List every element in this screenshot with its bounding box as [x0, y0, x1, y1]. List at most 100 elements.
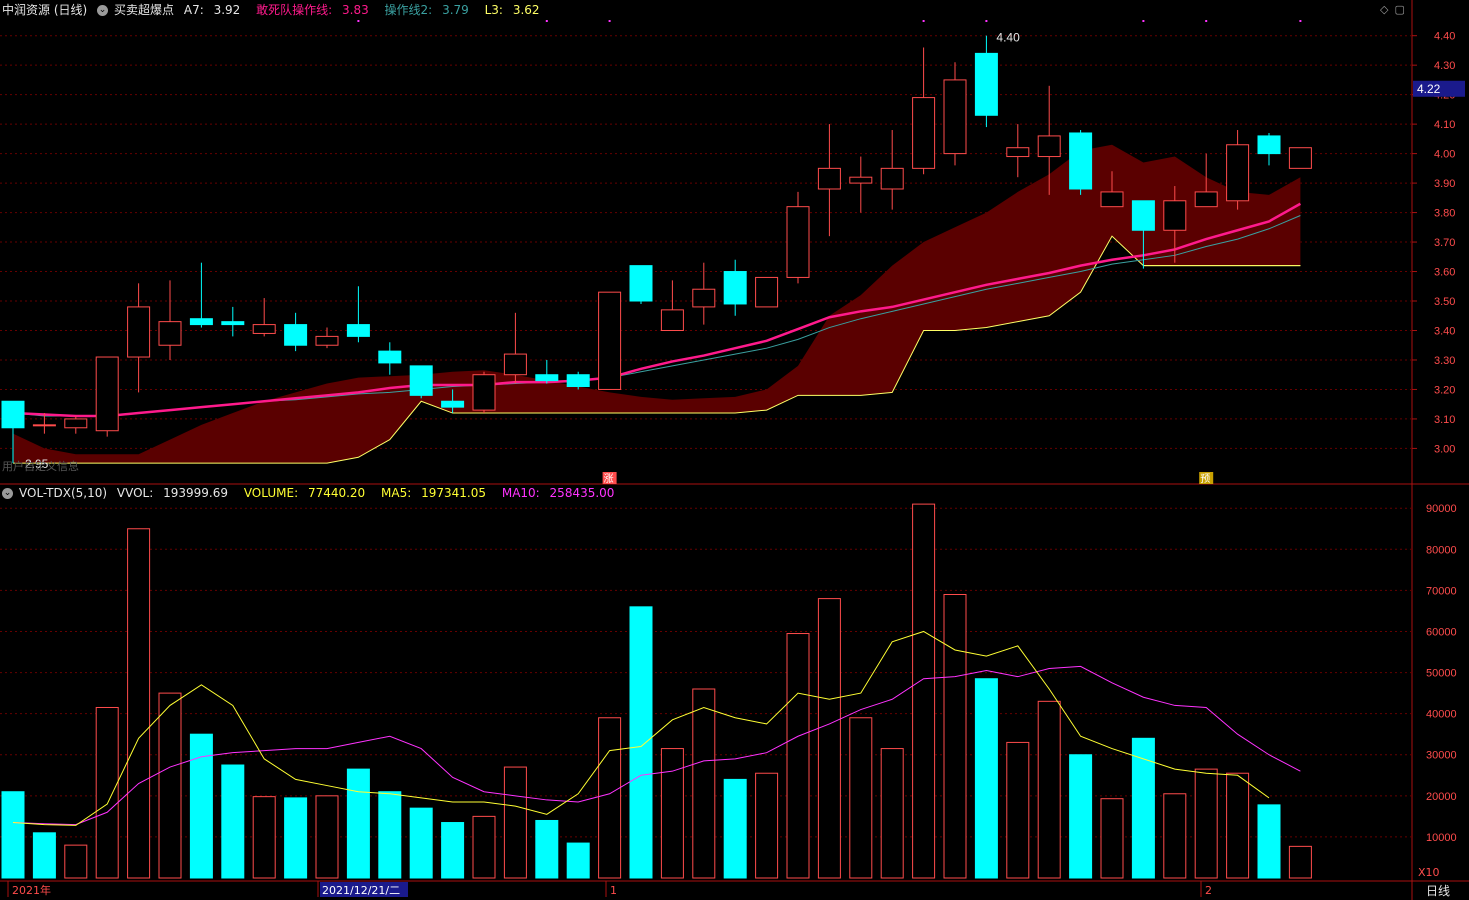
diamond-icon[interactable]: ◇ — [1380, 3, 1389, 16]
volume-bar — [1, 791, 25, 879]
price-tick-label: 3.00 — [1434, 443, 1455, 455]
candle-body — [1288, 147, 1312, 169]
l3-readout: L3: 3.62 — [485, 3, 546, 17]
volume-bar — [127, 528, 151, 879]
volume-indicator-name[interactable]: VOL-TDX(5,10) — [19, 486, 108, 500]
a7-value: 3.92 — [213, 3, 241, 17]
x-axis-label: 2 — [1205, 884, 1212, 897]
restore-icon[interactable]: ▢ — [1394, 3, 1405, 16]
candle-body — [598, 291, 622, 390]
ma10-label: MA10: — [501, 486, 540, 500]
volume-bar — [943, 594, 967, 879]
indicator-name[interactable]: 买卖超爆点 — [114, 3, 175, 17]
volume-bar — [346, 768, 370, 879]
signal-dot — [545, 20, 548, 22]
period-label[interactable]: 日线 — [1426, 884, 1451, 898]
candle-body — [566, 374, 590, 388]
price-tick-label: 3.90 — [1434, 178, 1455, 190]
l3-label: L3: — [484, 3, 503, 17]
candle-body — [1194, 191, 1218, 208]
volume-bar — [912, 503, 936, 879]
volume-bar — [660, 748, 684, 879]
price-tick-label: 3.10 — [1434, 414, 1455, 426]
candle-body — [1163, 200, 1187, 231]
ma5-readout: MA5: 197341.05 — [381, 486, 492, 500]
stock-name[interactable]: 中润资源 (日线) — [2, 3, 88, 17]
ma-main-line — [12, 202, 1302, 418]
vvol-label: VVOL: — [116, 486, 154, 500]
ma10-value: 258435.00 — [549, 486, 615, 500]
price-tick-label: 3.20 — [1434, 384, 1455, 396]
candle-body — [692, 288, 716, 308]
ma5-value: 197341.05 — [421, 486, 487, 500]
price-tick-label: 3.40 — [1434, 325, 1455, 337]
signal-marker-yu: 预 — [1200, 473, 1210, 485]
candle-body — [32, 424, 56, 427]
date-cursor-bg — [320, 882, 408, 897]
price-tick-label: 4.30 — [1434, 60, 1455, 72]
volume-bar — [284, 797, 308, 879]
volume-tick-label: 40000 — [1426, 709, 1457, 721]
candle-body — [1226, 144, 1250, 202]
line2-value: 3.79 — [442, 3, 469, 17]
candle-body — [284, 324, 308, 346]
volume-tick-label: 90000 — [1426, 503, 1457, 515]
candle-body — [755, 276, 779, 308]
volume-bar — [849, 717, 873, 879]
volume-bar — [974, 678, 998, 879]
volume-bar — [723, 778, 747, 879]
volume-bar — [598, 717, 622, 879]
volume-bar — [1069, 754, 1093, 879]
volume-bar — [252, 796, 276, 879]
low-label: 2.95 — [25, 457, 49, 471]
candle-body — [378, 350, 402, 364]
volume-bar — [817, 598, 841, 879]
volume-menu-icon[interactable]: ⌄ — [2, 488, 13, 499]
candle-body — [880, 167, 904, 190]
candle-body — [252, 324, 276, 334]
cloud-band — [13, 144, 1301, 464]
custom-info-label: 用户自定义信息 — [2, 459, 79, 473]
candle-body — [409, 365, 433, 396]
volume-tick-label: 20000 — [1426, 791, 1457, 803]
volume-bar — [409, 807, 433, 879]
price-tick-label: 3.30 — [1434, 355, 1455, 367]
ma-thin-line — [12, 215, 1301, 417]
candle-body — [1069, 132, 1093, 190]
volume-bar — [1257, 804, 1281, 879]
price-tick-label: 3.80 — [1434, 208, 1455, 220]
x-axis-label: 1 — [610, 884, 617, 897]
candle-body — [912, 97, 936, 169]
candle-body — [1257, 135, 1281, 155]
volume-tick-label: 80000 — [1426, 544, 1457, 556]
volume-bar — [535, 819, 559, 879]
vvol-value: 193999.69 — [163, 486, 228, 500]
window-controls: ◇ ▢ — [1380, 2, 1411, 18]
volume-bar — [472, 815, 496, 879]
volume-label: VOLUME: — [243, 486, 299, 500]
volume-bar — [1226, 772, 1250, 879]
volume-bar — [629, 606, 653, 879]
volume-multiplier: X10 — [1418, 866, 1440, 879]
candle-body — [158, 321, 182, 346]
volume-readout: VOLUME: 77440.20 — [244, 486, 371, 500]
line2-label: 操作线2: — [384, 3, 433, 17]
price-panel-header: 中润资源 (日线) ⌄ 买卖超爆点 A7: 3.92 敢死队操作线: 3.83 操… — [2, 2, 552, 18]
volume-bar — [1163, 793, 1187, 879]
volume-ma10-line — [12, 665, 1301, 826]
volume-panel-header: ⌄ VOL-TDX(5,10) VVOL: 193999.69 VOLUME: 7… — [2, 485, 626, 501]
volume-tick-label: 60000 — [1426, 626, 1457, 638]
x-axis-label: 2021年 — [12, 883, 51, 897]
signal-marker-zhang: 涨 — [604, 473, 614, 485]
signal-dot — [1299, 20, 1302, 22]
signal-dot — [357, 20, 360, 22]
candle-body — [1006, 147, 1030, 158]
volume-bar — [503, 766, 527, 879]
volume-bar — [786, 633, 810, 879]
indicator-menu-icon[interactable]: ⌄ — [97, 5, 109, 16]
price-tick-label: 3.50 — [1434, 296, 1455, 308]
volume-bar — [1131, 737, 1155, 879]
candle-body — [1037, 135, 1061, 158]
volume-bar — [1288, 845, 1312, 879]
